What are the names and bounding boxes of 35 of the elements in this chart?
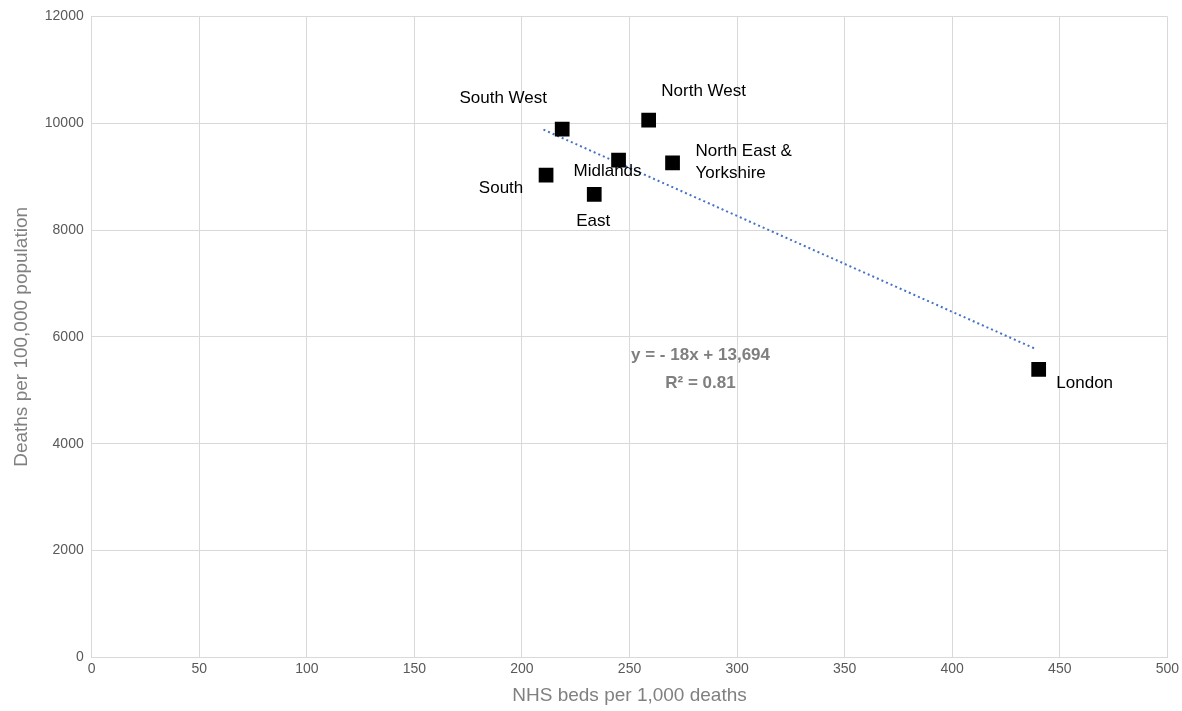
annotation: Midlands xyxy=(573,160,642,180)
annotation: South xyxy=(478,177,524,197)
y-tick-label: 12000 xyxy=(44,7,84,24)
x-tick-label: 200 xyxy=(510,659,534,676)
x-tick-label: 450 xyxy=(1048,659,1072,676)
annotation: y = - 18x + 13,694 xyxy=(631,344,771,364)
x-tick-label: 300 xyxy=(725,659,749,676)
annotation: R² = 0.81 xyxy=(665,372,736,392)
x-tick-label: 350 xyxy=(832,659,857,676)
x-tick-label: 0 xyxy=(87,659,96,676)
y-tick-label: 6000 xyxy=(52,327,84,344)
x-tick-label: 250 xyxy=(617,659,642,676)
y-tick-label: 2000 xyxy=(52,541,84,558)
x-tick-label: 100 xyxy=(295,659,319,676)
annotation: London xyxy=(1056,373,1114,393)
point xyxy=(641,112,657,128)
y-tick-label: 0 xyxy=(75,648,84,665)
annotation: South West xyxy=(459,87,548,107)
point xyxy=(586,186,602,202)
annotation: East xyxy=(576,210,611,230)
x-tick-label: 500 xyxy=(1155,659,1180,676)
y-tick-label: 4000 xyxy=(52,434,84,451)
x-tick-label: 50 xyxy=(191,659,208,676)
point xyxy=(1031,362,1047,377)
point xyxy=(538,167,554,183)
point xyxy=(665,155,680,171)
point xyxy=(554,121,570,137)
x-tick-label: 150 xyxy=(402,659,427,676)
y-tick-label: 8000 xyxy=(52,220,84,237)
annotation: North East & Yorkshire xyxy=(695,141,793,183)
annotation: North West xyxy=(661,80,747,100)
y-axis-title: Deaths per 100,000 population xyxy=(9,206,31,467)
x-tick-label: 400 xyxy=(940,659,965,676)
x-axis-title: NHS beds per 1,000 deaths xyxy=(512,683,747,705)
y-tick-label: 10000 xyxy=(44,114,84,131)
